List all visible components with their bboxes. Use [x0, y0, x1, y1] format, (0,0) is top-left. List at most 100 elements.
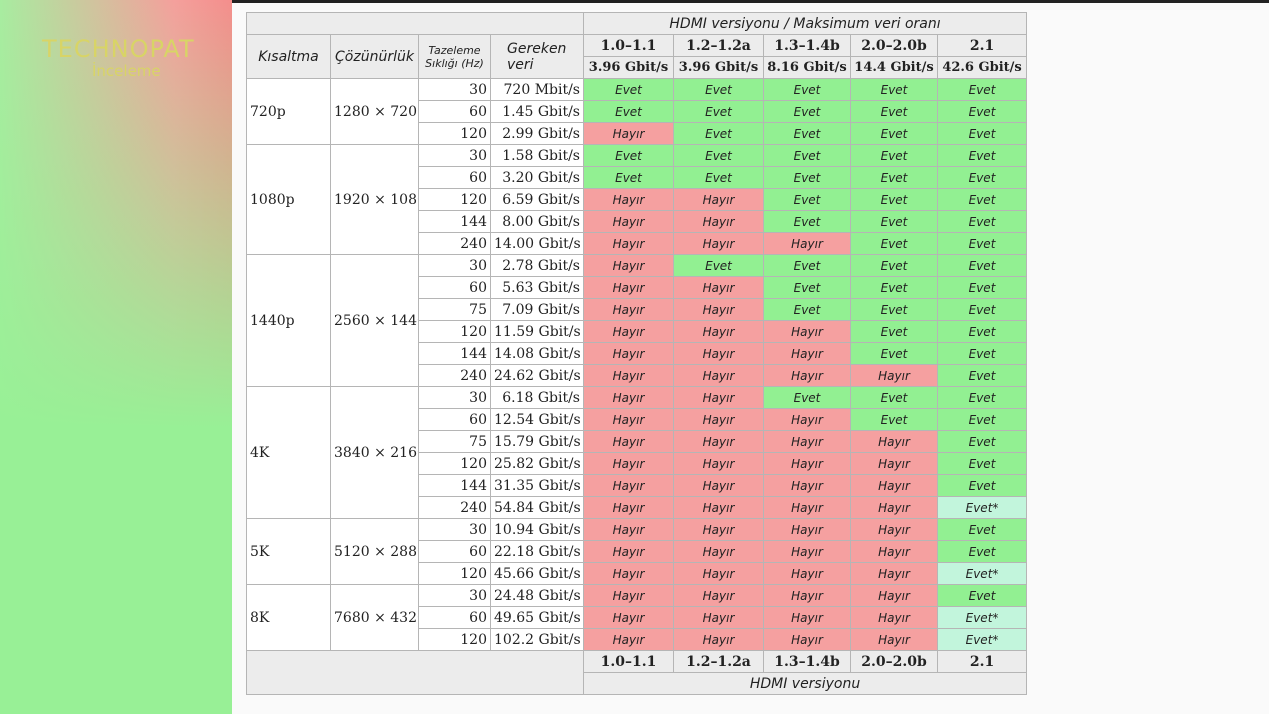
data-rate: 31.35 Gbit/s	[490, 474, 584, 497]
refresh-rate: 144	[418, 474, 491, 497]
support-cell: Evet	[673, 100, 764, 123]
refresh-rate: 75	[418, 430, 491, 453]
refresh-rate: 30	[418, 144, 491, 167]
version-header: 1.3–1.4b	[763, 34, 851, 57]
support-cell: Hayır	[850, 452, 938, 475]
data-rate: 7.09 Gbit/s	[490, 298, 584, 321]
row: 240 14.00 Gbit/s Hayır Hayır Hayır Evet Evet	[247, 232, 1028, 255]
support-cell: Evet	[936, 364, 1028, 387]
support-cell: Hayır	[763, 364, 851, 387]
support-cell: Hayır	[583, 232, 674, 255]
data-rate: 12.54 Gbit/s	[490, 408, 584, 431]
support-cell: Hayır	[583, 210, 674, 233]
support-cell: Evet	[763, 386, 851, 409]
support-cell: Hayır	[850, 562, 938, 585]
column-header: Kısaltma	[246, 34, 331, 79]
side-panel	[0, 0, 232, 714]
row: 120 45.66 Gbit/s Hayır Hayır Hayır Hayır Evet*	[247, 562, 1028, 585]
support-cell: Hayır	[583, 584, 674, 607]
refresh-rate: 120	[418, 320, 491, 343]
support-cell: Evet	[763, 188, 851, 211]
data-rate: 14.08 Gbit/s	[490, 342, 584, 365]
refresh-rate: 30	[418, 78, 491, 101]
support-cell: Hayır	[673, 276, 764, 299]
version-footer: 1.3–1.4b	[763, 650, 851, 673]
support-cell: Evet	[673, 122, 764, 145]
row: 3.96 Gbit/s 3.96 Gbit/s 8.16 Gbit/s 14.4 Gb…	[247, 56, 1028, 79]
row: Kısaltma Çözünürlük Tazeleme Sıklığı (Hz) G…	[246, 34, 1028, 79]
support-cell: Evet	[936, 518, 1028, 541]
resolution: 3840 × 2160	[330, 386, 419, 519]
support-cell: Hayır	[583, 188, 674, 211]
support-cell: Evet	[936, 254, 1028, 277]
support-cell: Evet	[936, 386, 1028, 409]
data-rate: 1.45 Gbit/s	[490, 100, 584, 123]
row: 120 11.59 Gbit/s Hayır Hayır Hayır Evet Evet	[247, 320, 1028, 343]
support-cell: Evet	[936, 430, 1028, 453]
support-cell: Hayır	[763, 584, 851, 607]
support-cell: Hayır	[583, 430, 674, 453]
refresh-rate: 30	[418, 254, 491, 277]
data-rate: 15.79 Gbit/s	[490, 430, 584, 453]
version-footer: 2.1	[936, 650, 1028, 673]
support-cell: Hayır	[583, 474, 674, 497]
row: 1440p 2560 × 1440 30 2.78 Gbit/s Hayır Evet Ev…	[246, 254, 1028, 387]
support-cell: Hayır	[850, 518, 938, 541]
support-cell: Hayır	[583, 342, 674, 365]
data-rate: 1.58 Gbit/s	[490, 144, 584, 167]
row: 60 49.65 Gbit/s Hayır Hayır Hayır Hayır Evet*	[247, 606, 1028, 629]
support-cell: Hayır	[583, 386, 674, 409]
support-cell: Evet	[850, 210, 938, 233]
refresh-rate: 60	[418, 606, 491, 629]
support-cell: Evet	[936, 166, 1028, 189]
support-cell: Hayır	[850, 474, 938, 497]
support-cell: Evet	[850, 276, 938, 299]
row: 144 14.08 Gbit/s Hayır Hayır Hayır Evet Evet	[247, 342, 1028, 365]
support-cell: Hayır	[583, 518, 674, 541]
refresh-rate: 144	[418, 342, 491, 365]
hdmi-table: HDMI versiyonu / Maksimum veri oranı Kısa…	[246, 12, 1028, 695]
support-cell: Evet	[850, 320, 938, 343]
header-blank	[246, 12, 584, 35]
support-cell: Hayır	[583, 276, 674, 299]
data-rate: 720 Mbit/s	[490, 78, 584, 101]
support-cell: Hayır	[673, 188, 764, 211]
row: 60 22.18 Gbit/s Hayır Hayır Hayır Hayır Evet	[247, 540, 1028, 563]
refresh-rate: 30	[418, 518, 491, 541]
support-cell: Evet	[936, 276, 1028, 299]
data-rate: 5.63 Gbit/s	[490, 276, 584, 299]
refresh-rate: 60	[418, 100, 491, 123]
row: 75 15.79 Gbit/s Hayır Hayır Hayır Hayır Evet	[247, 430, 1028, 453]
support-cell: Evet*	[936, 562, 1028, 585]
resolution: 1920 × 1080	[330, 144, 419, 255]
refresh-rate: 120	[418, 628, 491, 651]
refresh-rate: 60	[418, 166, 491, 189]
support-cell: Hayır	[583, 408, 674, 431]
refresh-rate: 240	[418, 364, 491, 387]
refresh-rate: 240	[418, 232, 491, 255]
support-cell: Hayır	[850, 584, 938, 607]
support-cell: Hayır	[850, 540, 938, 563]
abbreviation: 4K	[246, 386, 331, 519]
abbreviation: 1440p	[246, 254, 331, 387]
row: 240 24.62 Gbit/s Hayır Hayır Hayır Hayır Evet	[247, 364, 1028, 387]
row: 60 12.54 Gbit/s Hayır Hayır Hayır Evet Evet	[247, 408, 1028, 431]
row: 120 102.2 Gbit/s Hayır Hayır Hayır Hayır Evet*	[247, 628, 1028, 651]
support-cell: Evet	[936, 342, 1028, 365]
row: 60 1.45 Gbit/s Evet Evet Evet Evet Evet	[247, 100, 1028, 123]
support-cell: Hayır	[583, 254, 674, 277]
support-cell: Evet	[850, 78, 938, 101]
data-rate: 3.20 Gbit/s	[490, 166, 584, 189]
support-cell: Evet	[583, 100, 674, 123]
support-cell: Hayır	[673, 364, 764, 387]
logo-sub: İnceleme	[92, 62, 161, 80]
version-header: 2.1	[936, 34, 1028, 57]
refresh-rate: 144	[418, 210, 491, 233]
rate-header: 8.16 Gbit/s	[763, 56, 851, 79]
row: 720p 1280 × 720 30 720 Mbit/s Evet Evet Evet Ev…	[246, 78, 1028, 145]
support-cell: Hayır	[673, 584, 764, 607]
refresh-rate: 120	[418, 122, 491, 145]
data-rate: 2.99 Gbit/s	[490, 122, 584, 145]
